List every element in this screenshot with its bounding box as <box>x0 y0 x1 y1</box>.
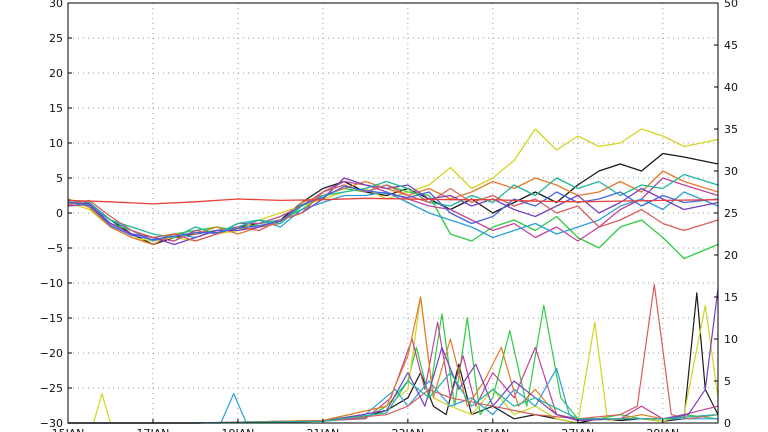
temperature-series-layer <box>67 128 719 260</box>
precip-series-line <box>68 304 719 424</box>
y-left-tick-label: 20 <box>49 67 63 80</box>
y-left-tick-label: 15 <box>49 102 63 115</box>
y-right-tick-label: 0 <box>724 417 731 430</box>
temperature-series-line <box>67 128 719 242</box>
y-left-tick-label: 5 <box>56 172 63 185</box>
y-left-tick-label: −25 <box>40 382 63 395</box>
x-tick-label: 17JAN <box>137 427 170 432</box>
plot-frame <box>67 2 719 424</box>
y-right-tick-label: 15 <box>724 291 738 304</box>
precip-series-line <box>68 283 719 424</box>
x-tick-label: 27JAN <box>561 427 594 432</box>
precip-series-layer <box>68 283 719 424</box>
y-right-tick-label: 45 <box>724 39 738 52</box>
y-left-tick-label: 25 <box>49 32 63 45</box>
temperature-series-line <box>67 170 719 246</box>
y-right-tick-label: 25 <box>724 207 738 220</box>
y-right-tick-label: 30 <box>724 165 738 178</box>
y-left-tick-label: 0 <box>56 207 63 220</box>
y-right-tick-label: 10 <box>724 333 738 346</box>
y-left-tick-label: −5 <box>47 242 63 255</box>
y-right-tick-label: 50 <box>724 0 738 10</box>
temperature-series-line <box>67 173 719 239</box>
x-tick-label: 15JAN <box>52 427 85 432</box>
x-tick-label: 29JAN <box>646 427 679 432</box>
y-right-tick-label: 5 <box>724 375 731 388</box>
y-right-tick-label: 20 <box>724 249 738 262</box>
precip-series-line <box>68 321 719 424</box>
x-tick-label: 19JAN <box>222 427 255 432</box>
axes: −30 −25 −20 −15 −10 −5 0 5 10 15 20 25 30 0 5 10 15 20 25 3… <box>40 0 738 432</box>
x-tick-label: 23JAN <box>391 427 424 432</box>
y-right-tick-label: 40 <box>724 81 738 94</box>
x-tick-label: 25JAN <box>476 427 509 432</box>
temperature-series-line <box>67 185 719 241</box>
y-right-tick-label: 35 <box>724 123 738 136</box>
y-left-tick-label: 30 <box>49 0 63 10</box>
grid <box>68 3 718 423</box>
y-left-tick-label: 10 <box>49 137 63 150</box>
y-left-tick-label: −30 <box>40 417 63 430</box>
temperature-series-line <box>67 197 719 205</box>
temperature-series-line <box>67 184 719 242</box>
temperature-series-line <box>67 177 719 246</box>
x-tick-label: 21JAN <box>306 427 339 432</box>
y-left-tick-label: −10 <box>40 277 63 290</box>
precip-series-line <box>68 372 719 424</box>
y-left-tick-label: −20 <box>40 347 63 360</box>
y-left-tick-label: −15 <box>40 312 63 325</box>
